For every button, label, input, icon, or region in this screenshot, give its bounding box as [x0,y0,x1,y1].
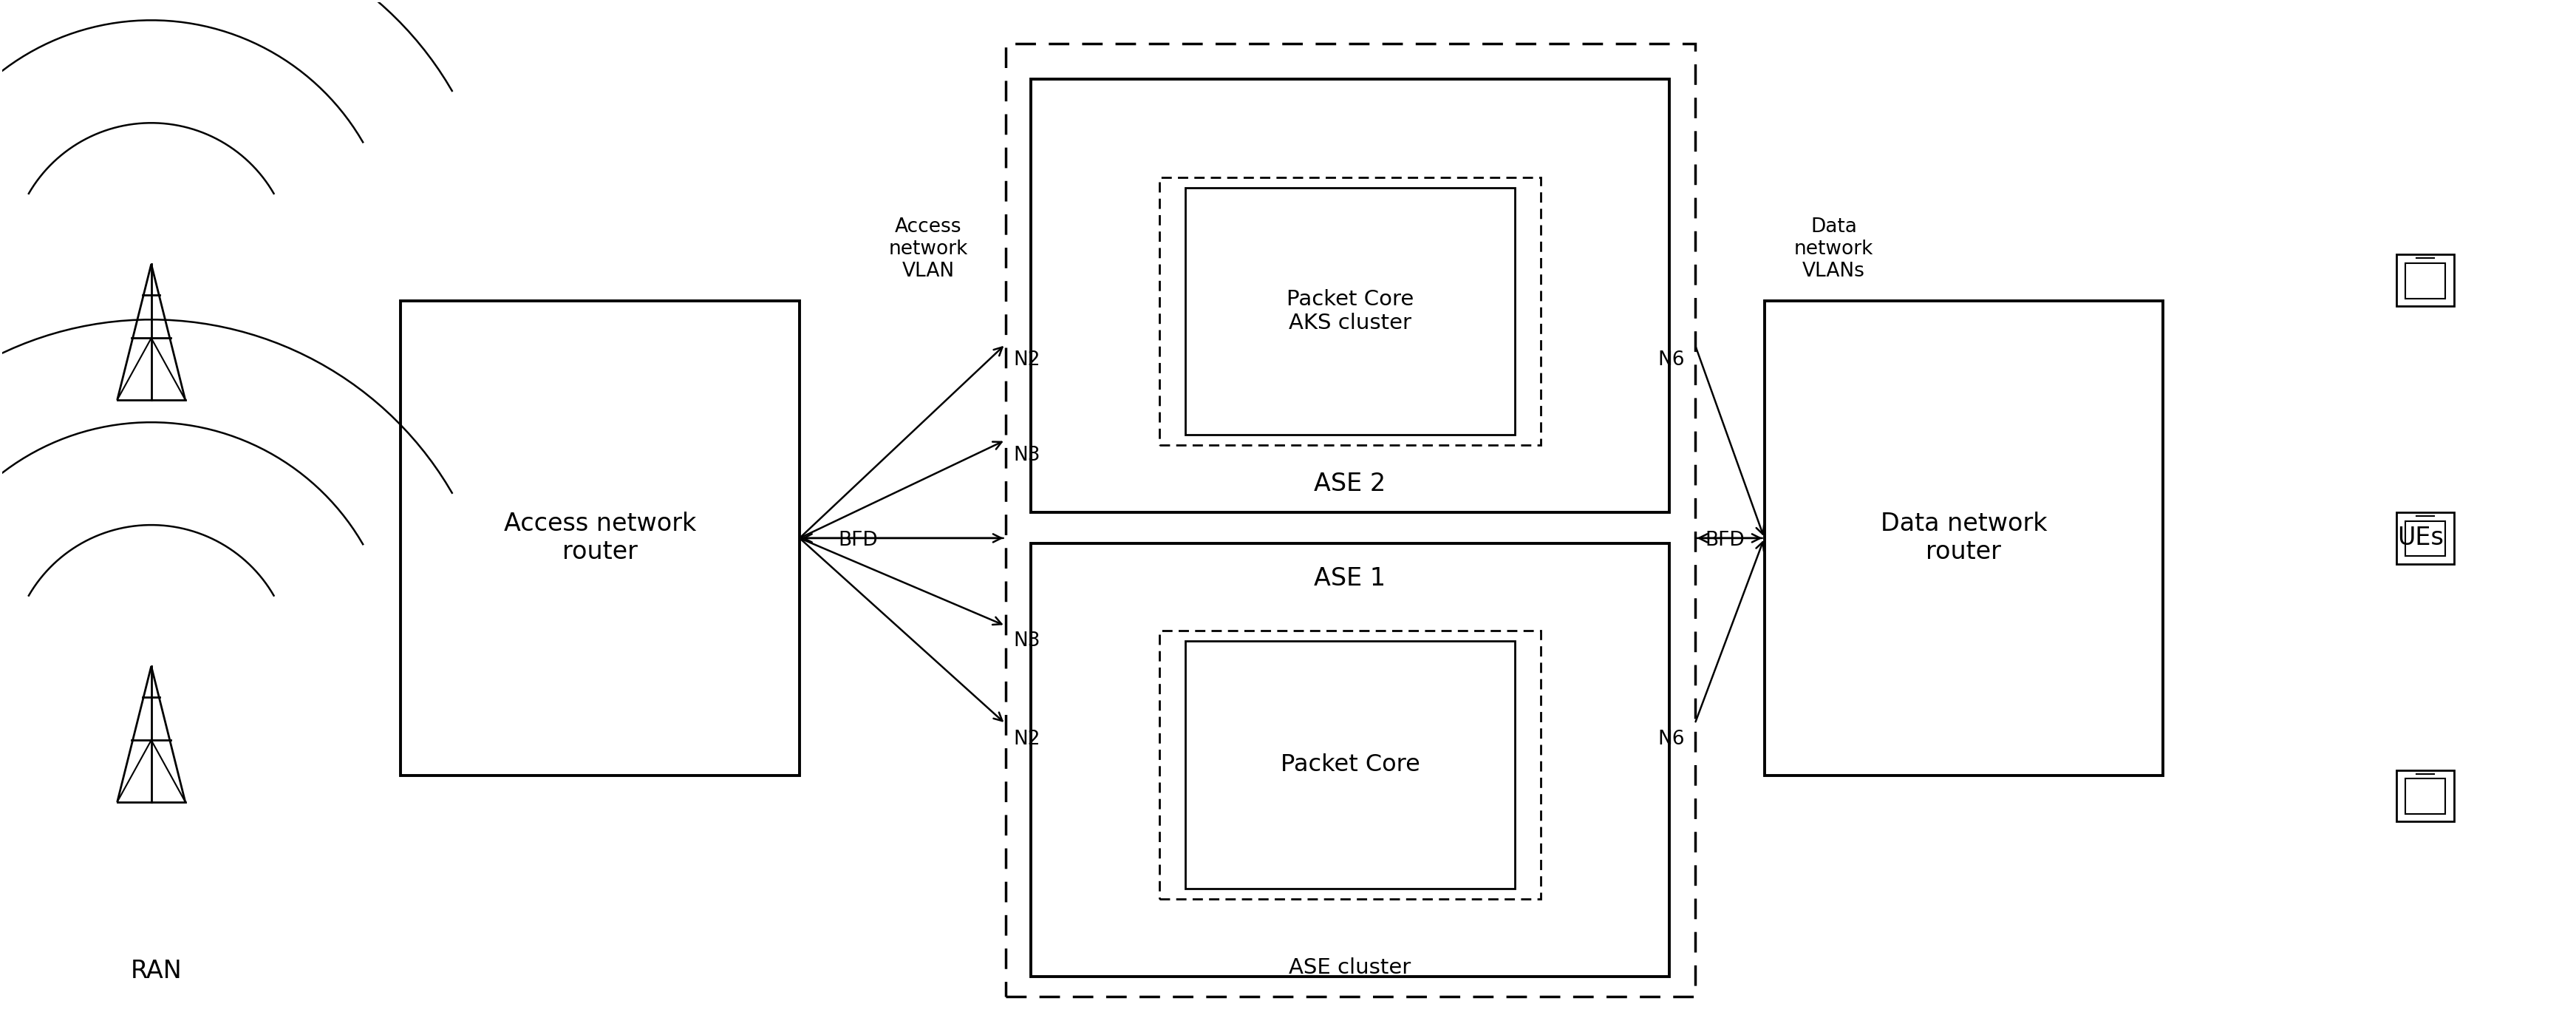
Bar [1030,80,1669,512]
Text: UEs: UEs [2396,526,2442,551]
Text: Packet Core: Packet Core [1280,753,1419,776]
Bar [402,301,799,775]
Bar [2396,255,2455,306]
Bar [2406,521,2445,556]
Text: ASE 1: ASE 1 [1314,566,1386,590]
Text: ASE cluster: ASE cluster [1288,957,1412,978]
Text: N6: N6 [1656,350,1685,369]
Text: BFD: BFD [837,531,878,550]
Text: N6: N6 [1656,730,1685,748]
Text: Data
network
VLANs: Data network VLANs [1793,217,1873,282]
Bar [1159,177,1540,445]
Bar [1185,187,1515,435]
Text: Packet Core
AKS cluster: Packet Core AKS cluster [1285,289,1414,333]
Bar [2406,263,2445,298]
Bar [2406,778,2445,814]
Text: Access
network
VLAN: Access network VLAN [889,217,969,282]
Bar [2396,512,2455,564]
Text: Data network
router: Data network router [1880,511,2045,564]
Bar [1185,642,1515,889]
Text: BFD: BFD [1705,531,1744,550]
Text: N2: N2 [1012,350,1041,369]
Text: RAN: RAN [131,958,183,983]
Bar [1005,43,1695,997]
Text: N2: N2 [1012,730,1041,748]
Text: Access network
router: Access network router [505,511,696,564]
Bar [2396,770,2455,822]
Bar [1030,543,1669,976]
Bar [1765,301,2161,775]
Text: ASE 2: ASE 2 [1314,472,1386,496]
Text: N3: N3 [1012,631,1041,651]
Text: N3: N3 [1012,446,1041,466]
Bar [1159,631,1540,899]
